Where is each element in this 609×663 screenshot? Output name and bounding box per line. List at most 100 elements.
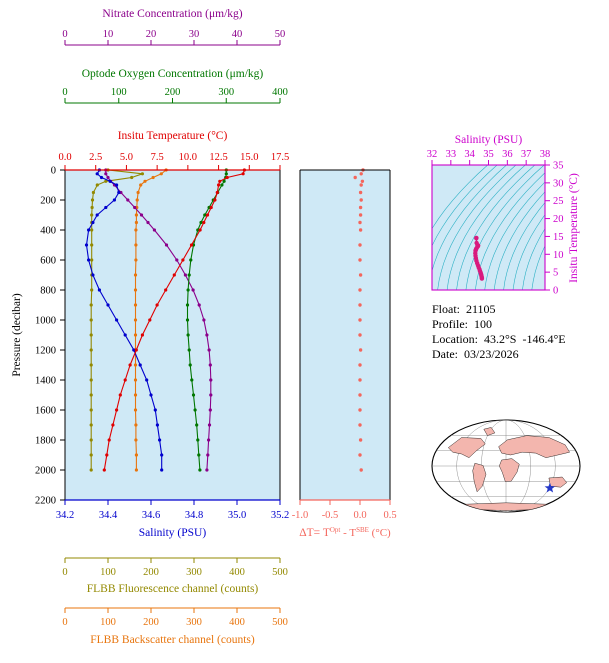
ts-temp-tick-label: 35	[553, 161, 564, 172]
ts-sal-tick-label: 37	[521, 149, 532, 160]
continent	[498, 435, 570, 458]
profile-info-line: Profile: 100	[432, 317, 492, 331]
ts-density-contours	[432, 165, 545, 290]
nitrate-point	[208, 363, 212, 367]
oxygen-point	[186, 288, 190, 292]
location-info-line: Location: 43.2°S -146.4°E	[432, 332, 566, 346]
ts-sal-tick-label: 33	[446, 149, 457, 160]
axis-tick-label: 100	[100, 567, 116, 578]
backscatter-point	[134, 243, 138, 247]
nitrate-point	[206, 453, 210, 457]
backscatter-point	[134, 228, 138, 232]
fluorescence-point	[89, 348, 93, 352]
ts-panel-bg	[432, 165, 545, 290]
date-info-line: Date: 03/23/2026	[432, 347, 519, 361]
nitrate-point	[175, 258, 179, 262]
backscatter-point	[134, 468, 138, 472]
oxygen-point	[195, 423, 199, 427]
temperature-markers	[102, 168, 246, 472]
salinity-axis-title: Salinity (PSU)	[139, 527, 207, 539]
fluorescence-point	[130, 175, 134, 180]
nitrate-point	[207, 348, 211, 352]
oxygen-point	[187, 348, 191, 352]
oxygen-point	[199, 220, 203, 225]
temperature-point	[115, 408, 119, 412]
nitrate-point	[183, 273, 187, 277]
pressure-axis-title: Pressure (decibar)	[11, 293, 23, 377]
delta-point	[358, 393, 362, 397]
nitrate-point	[139, 213, 144, 217]
nitrate-axis-title: Nitrate Concentration (μm/kg)	[102, 8, 242, 20]
ts-profile	[473, 235, 485, 281]
temperature-point	[202, 220, 206, 225]
salinity-point	[117, 190, 121, 195]
salinity-markers	[84, 168, 164, 472]
delta-point	[358, 228, 363, 232]
temperature-point	[218, 179, 222, 183]
temperature-point	[107, 438, 111, 442]
pressure-tick-label: 1800	[35, 436, 56, 447]
oxygen-point	[189, 258, 193, 262]
delta-point	[358, 318, 362, 322]
fluorescence-point	[91, 190, 95, 195]
delta-panel-bg	[300, 170, 390, 500]
delta-point	[358, 213, 363, 217]
axis-tick-label: 10	[103, 29, 114, 40]
pressure-tick-label: 1600	[35, 406, 56, 417]
backscatter-point	[134, 220, 138, 225]
fluorescence-point	[89, 393, 93, 397]
fluorescence-point	[89, 378, 93, 382]
backscatter-point	[159, 172, 163, 176]
oxygen-point	[185, 303, 190, 307]
delta-point	[358, 190, 363, 195]
fluorescence-point	[90, 228, 94, 232]
temperature-point	[134, 348, 138, 352]
salinity-point	[84, 243, 89, 247]
temperature-point	[148, 318, 152, 322]
oxygen-point	[196, 228, 200, 232]
delta-point	[353, 175, 357, 180]
oxygen-point	[185, 318, 190, 322]
ts-temp-tick-label: 10	[553, 250, 564, 261]
axis-tick-label: 500	[272, 617, 288, 628]
fluorescence-axis-title: FLBB Fluorescence channel (counts)	[87, 583, 259, 595]
delta-tick-label: -1.0	[292, 510, 309, 521]
temperature-point	[181, 258, 185, 262]
backscatter-point	[133, 303, 138, 307]
salinity-point	[160, 453, 164, 457]
temperature-point	[111, 423, 115, 427]
axis-tick-label: 300	[186, 617, 202, 628]
backscatter-point	[143, 179, 147, 183]
temperature-point	[164, 288, 168, 292]
ts-temp-tick-label: 5	[553, 268, 558, 279]
axis-tick-label: 15.0	[240, 152, 258, 163]
density-contour	[465, 165, 545, 290]
nitrate-point	[191, 288, 195, 292]
nitrate-point	[207, 423, 212, 427]
nitrate-point	[207, 438, 211, 442]
backscatter-axis-title: FLBB Backscatter channel (counts)	[90, 634, 255, 646]
salinity-point	[160, 468, 164, 472]
fluorescence-point	[89, 438, 93, 442]
density-contour	[503, 202, 545, 290]
salinity-point	[97, 288, 101, 292]
density-contour	[522, 228, 545, 290]
temperature-point	[155, 303, 159, 307]
delta-tick-label: 0.5	[383, 510, 396, 521]
oxygen-point	[203, 213, 207, 217]
oxygen-point	[196, 438, 200, 442]
nitrate-point	[205, 333, 209, 337]
salinity-point	[95, 213, 99, 217]
continent	[443, 502, 569, 511]
delta-title-part: Opt	[330, 526, 341, 534]
float-location-star	[544, 482, 556, 493]
fluorescence-markers	[89, 168, 144, 472]
salinity-point	[149, 393, 153, 397]
backscatter-point	[133, 318, 138, 322]
continent	[472, 462, 487, 493]
density-contour	[437, 165, 517, 290]
delta-point	[358, 258, 362, 262]
salinity-point	[99, 175, 104, 180]
ts-sal-tick-label: 35	[483, 149, 494, 160]
